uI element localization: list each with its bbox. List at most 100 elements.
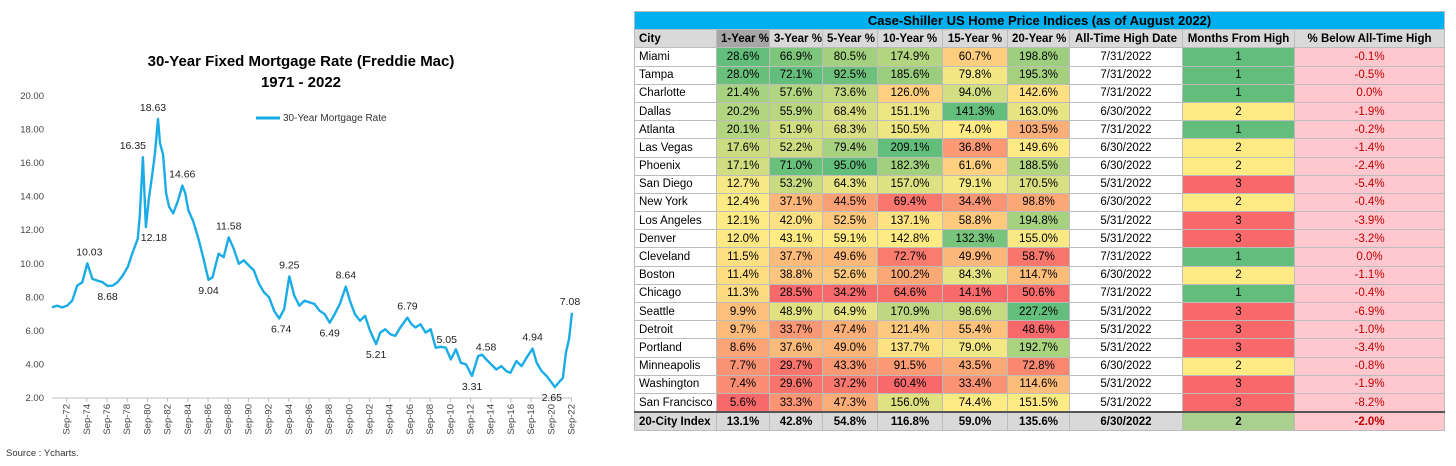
table-row: Dallas 20.2% 55.9% 68.4% 151.1% 141.3% 163.0% 6…	[634, 101, 1446, 122]
twenty-year-cell: 135.6%	[1007, 411, 1070, 432]
table-header: City 1-Year % 3-Year % 5-Year % 10-Year % 15-…	[634, 29, 1446, 49]
percent-below-high-cell: -3.2%	[1293, 229, 1446, 249]
twenty-year-cell: 72.8%	[1007, 356, 1070, 376]
chart-subtitle: 1971 - 2022	[261, 74, 341, 91]
city-cell: San Francisco	[634, 392, 717, 413]
data-label: 3.31	[462, 381, 483, 393]
twenty-year-cell: 149.6%	[1007, 138, 1070, 158]
three-year-cell: 55.9%	[769, 101, 823, 122]
fifteen-year-cell: 59.0%	[942, 411, 1008, 432]
y-tick-label: 18.00	[20, 125, 44, 136]
data-label: 14.66	[169, 169, 195, 181]
ten-year-cell: 157.0%	[877, 174, 943, 194]
five-year-cell: 54.8%	[822, 411, 878, 432]
column-header: Months From High	[1182, 29, 1295, 49]
fifteen-year-cell: 79.1%	[942, 174, 1008, 194]
table-row: Chicago 11.3% 28.5% 34.2% 64.6% 14.1% 50.6% 7/3…	[634, 283, 1446, 304]
months-from-high-cell: 3	[1182, 211, 1295, 231]
city-cell: Detroit	[634, 320, 717, 340]
ten-year-cell: 137.7%	[877, 338, 943, 358]
fifteen-year-cell: 79.8%	[942, 65, 1008, 85]
one-year-cell: 11.4%	[716, 265, 770, 285]
all-time-high-date-cell: 7/31/2022	[1069, 65, 1183, 85]
ten-year-cell: 121.4%	[877, 320, 943, 340]
city-cell: Chicago	[634, 283, 717, 304]
percent-below-high-cell: -1.0%	[1293, 320, 1446, 340]
three-year-cell: 71.0%	[769, 156, 823, 176]
months-from-high-cell: 2	[1182, 356, 1295, 376]
data-label: 6.79	[397, 301, 418, 313]
x-tick-label: Sep-90	[243, 404, 254, 435]
one-year-cell: 20.2%	[716, 101, 770, 122]
ten-year-cell: 170.9%	[877, 301, 943, 322]
table-row: Las Vegas 17.6% 52.2% 79.4% 209.1% 36.8% 149.6…	[634, 138, 1446, 158]
ten-year-cell: 69.4%	[877, 192, 943, 213]
case-shiller-table: Case-Shiller US Home Price Indices (as o…	[633, 10, 1446, 432]
all-time-high-date-cell: 5/31/2022	[1069, 374, 1183, 394]
twenty-year-cell: 192.7%	[1007, 338, 1070, 358]
ten-year-cell: 100.2%	[877, 265, 943, 285]
fifteen-year-cell: 33.4%	[942, 374, 1008, 394]
x-tick-label: Sep-78	[122, 404, 133, 435]
fifteen-year-cell: 74.0%	[942, 120, 1008, 140]
x-tick-label: Sep-18	[526, 404, 537, 435]
percent-below-high-cell: -2.4%	[1293, 156, 1446, 176]
percent-below-high-cell: -1.9%	[1293, 374, 1446, 394]
all-time-high-date-cell: 5/31/2022	[1069, 338, 1183, 358]
three-year-cell: 29.7%	[769, 356, 823, 376]
three-year-cell: 37.7%	[769, 247, 823, 267]
five-year-cell: 49.0%	[822, 338, 878, 358]
percent-below-high-cell: -6.9%	[1293, 301, 1446, 322]
x-tick-label: Sep-08	[425, 404, 436, 435]
fifteen-year-cell: 60.7%	[942, 47, 1008, 67]
city-cell: Tampa	[634, 65, 717, 85]
three-year-cell: 51.9%	[769, 120, 823, 140]
percent-below-high-cell: -0.4%	[1293, 192, 1446, 213]
months-from-high-cell: 2	[1182, 156, 1295, 176]
city-cell: 20-City Index	[634, 411, 717, 432]
all-time-high-date-cell: 7/31/2022	[1069, 120, 1183, 140]
one-year-cell: 12.1%	[716, 211, 770, 231]
y-tick-label: 2.00	[26, 393, 45, 404]
all-time-high-date-cell: 5/31/2022	[1069, 211, 1183, 231]
x-tick-label: Sep-04	[385, 404, 396, 435]
ten-year-cell: 126.0%	[877, 83, 943, 103]
percent-below-high-cell: 0.0%	[1293, 83, 1446, 103]
x-tick-label: Sep-14	[486, 404, 497, 435]
twenty-year-cell: 151.5%	[1007, 392, 1070, 413]
data-label: 4.58	[476, 342, 497, 354]
fifteen-year-cell: 61.6%	[942, 156, 1008, 176]
column-header: All-Time High Date	[1069, 29, 1183, 49]
one-year-cell: 7.7%	[716, 356, 770, 376]
fifteen-year-cell: 14.1%	[942, 283, 1008, 304]
y-tick-label: 12.00	[20, 225, 44, 236]
data-label: 10.03	[76, 246, 102, 258]
table-row: Detroit 9.7% 33.7% 47.4% 121.4% 55.4% 48.6% 5/3…	[634, 320, 1446, 340]
x-tick-label: Sep-00	[344, 404, 355, 435]
table-title: Case-Shiller US Home Price Indices (as o…	[633, 10, 1446, 31]
twenty-year-cell: 142.6%	[1007, 83, 1070, 103]
table-row: San Diego 12.7% 53.2% 64.3% 157.0% 79.1% 170.5…	[634, 174, 1446, 194]
one-year-cell: 13.1%	[716, 411, 770, 432]
y-tick-label: 6.00	[26, 326, 45, 337]
ten-year-cell: 182.3%	[877, 156, 943, 176]
y-tick-label: 14.00	[20, 192, 44, 203]
city-cell: Denver	[634, 229, 717, 249]
percent-below-high-cell: -1.9%	[1293, 101, 1446, 122]
months-from-high-cell: 3	[1182, 320, 1295, 340]
three-year-cell: 37.1%	[769, 192, 823, 213]
fifteen-year-cell: 55.4%	[942, 320, 1008, 340]
table-row: Phoenix 17.1% 71.0% 95.0% 182.3% 61.6% 188.5% 6…	[634, 156, 1446, 176]
mortgage-rate-line	[51, 117, 574, 389]
percent-below-high-cell: -1.4%	[1293, 138, 1446, 158]
five-year-cell: 47.4%	[822, 320, 878, 340]
x-tick-label: Sep-96	[304, 404, 315, 435]
data-label: 7.08	[560, 296, 581, 308]
legend-label: 30-Year Mortgage Rate	[283, 113, 387, 124]
months-from-high-cell: 3	[1182, 392, 1295, 413]
twenty-year-cell: 198.8%	[1007, 47, 1070, 67]
months-from-high-cell: 2	[1182, 192, 1295, 213]
percent-below-high-cell: -2.0%	[1293, 411, 1446, 432]
twenty-year-cell: 227.2%	[1007, 301, 1070, 322]
three-year-cell: 42.0%	[769, 211, 823, 231]
